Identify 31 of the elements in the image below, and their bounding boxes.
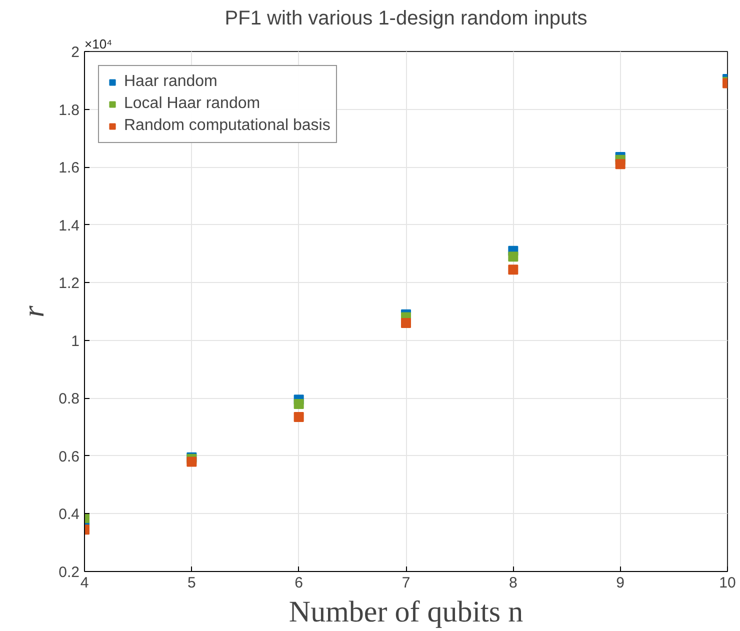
y-tick-label: 1.4 bbox=[58, 217, 80, 234]
chart-title: PF1 with various 1-design random inputs bbox=[224, 8, 588, 30]
legend-label: Haar random bbox=[124, 73, 218, 91]
x-axis-title: Number of qubits n bbox=[288, 596, 524, 628]
y-tick-label: 1 bbox=[71, 332, 80, 350]
y-tick-label: 2 bbox=[71, 44, 80, 61]
x-tick-label: 8 bbox=[508, 574, 518, 592]
legend-label: Random computational basis bbox=[124, 117, 330, 135]
y-tick-label: 1.2 bbox=[58, 275, 80, 292]
x-tick-label: 5 bbox=[187, 574, 196, 592]
point bbox=[294, 398, 304, 409]
legend-label: Local Haar random bbox=[124, 95, 260, 113]
y-tick-label: 0.2 bbox=[58, 564, 80, 581]
point bbox=[508, 264, 518, 275]
point bbox=[401, 318, 411, 328]
x-tick-label: 4 bbox=[80, 574, 89, 592]
x-tick-label: 6 bbox=[294, 574, 304, 592]
y-tick-label: 0.6 bbox=[58, 448, 80, 466]
point bbox=[294, 412, 304, 422]
text: ×10⁴ bbox=[84, 36, 112, 52]
x-tick-label: 9 bbox=[616, 574, 625, 592]
x-tick-label: 7 bbox=[402, 574, 410, 592]
y-tick-label: 1.8 bbox=[58, 102, 80, 119]
point bbox=[508, 252, 518, 262]
y-tick-label: 0.4 bbox=[58, 506, 80, 524]
x-tick-label: 10 bbox=[719, 574, 736, 592]
y-tick-label: 0.8 bbox=[58, 390, 80, 408]
point bbox=[186, 456, 197, 467]
y-axis-title: r bbox=[18, 305, 51, 318]
y-tick-label: 1.6 bbox=[58, 160, 80, 177]
point bbox=[615, 159, 626, 170]
